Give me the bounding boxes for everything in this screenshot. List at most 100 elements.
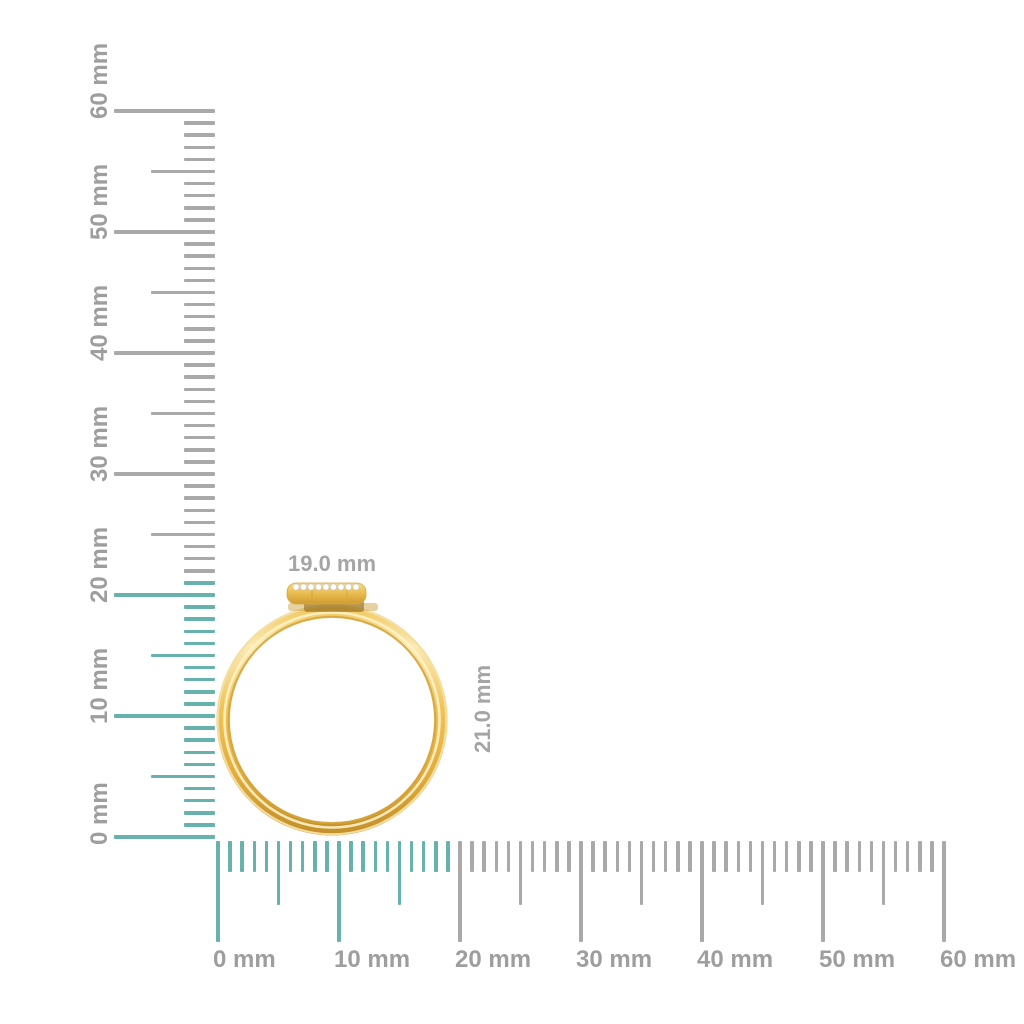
horizontal-ruler-label-50mm: 50 mm bbox=[819, 946, 896, 973]
vertical-tick-48mm bbox=[184, 254, 215, 258]
horizontal-tick-50mm bbox=[821, 841, 825, 942]
diamond-stone bbox=[300, 583, 307, 591]
vertical-tick-44mm bbox=[184, 302, 215, 307]
horizontal-ruler-label-30mm: 30 mm bbox=[576, 946, 653, 973]
vertical-tick-5mm bbox=[151, 774, 215, 779]
horizontal-tick-34mm bbox=[627, 841, 632, 872]
horizontal-tick-33mm bbox=[615, 841, 620, 872]
horizontal-tick-24mm bbox=[506, 841, 511, 872]
horizontal-tick-27mm bbox=[542, 841, 547, 872]
vertical-tick-37mm bbox=[184, 387, 215, 392]
vertical-tick-19mm bbox=[184, 605, 215, 609]
vertical-tick-25mm bbox=[151, 532, 215, 537]
horizontal-tick-32mm bbox=[603, 841, 607, 872]
diamond-stone bbox=[292, 583, 300, 591]
horizontal-tick-21mm bbox=[470, 841, 474, 872]
vertical-tick-1mm bbox=[184, 823, 215, 827]
diamond-stone bbox=[345, 583, 352, 591]
horizontal-tick-15mm bbox=[397, 841, 402, 905]
vertical-ruler-label-50mm: 50 mm bbox=[86, 163, 113, 240]
horizontal-tick-13mm bbox=[373, 841, 378, 872]
horizontal-tick-55mm bbox=[881, 841, 886, 905]
diamond-stone bbox=[307, 583, 315, 591]
horizontal-tick-8mm bbox=[313, 841, 317, 872]
vertical-tick-36mm bbox=[184, 399, 215, 404]
horizontal-tick-4mm bbox=[264, 841, 269, 872]
vertical-tick-32mm bbox=[184, 448, 215, 452]
horizontal-tick-60mm bbox=[942, 841, 946, 942]
horizontal-tick-53mm bbox=[857, 841, 862, 872]
vertical-tick-43mm bbox=[184, 314, 215, 319]
diamond-stone bbox=[315, 583, 322, 591]
vertical-tick-8mm bbox=[184, 738, 215, 742]
vertical-tick-57mm bbox=[184, 145, 215, 150]
vertical-ruler-label-30mm: 30 mm bbox=[86, 405, 113, 482]
vertical-tick-4mm bbox=[184, 786, 215, 791]
horizontal-tick-36mm bbox=[651, 841, 656, 872]
diamond-stone bbox=[352, 583, 360, 591]
ring-band bbox=[216, 604, 448, 836]
diamond-stone bbox=[322, 583, 330, 591]
vertical-tick-51mm bbox=[184, 218, 215, 222]
diamond-stone bbox=[337, 583, 345, 591]
horizontal-tick-12mm bbox=[361, 841, 365, 872]
vertical-tick-7mm bbox=[184, 750, 215, 755]
horizontal-tick-58mm bbox=[918, 841, 922, 872]
horizontal-tick-43mm bbox=[736, 841, 741, 872]
vertical-tick-21mm bbox=[184, 581, 215, 585]
horizontal-tick-23mm bbox=[494, 841, 499, 872]
vertical-tick-35mm bbox=[151, 411, 215, 416]
diamond-row bbox=[292, 583, 360, 591]
vertical-tick-42mm bbox=[184, 327, 215, 331]
vertical-tick-58mm bbox=[184, 133, 215, 137]
horizontal-tick-29mm bbox=[567, 841, 571, 872]
vertical-tick-10mm bbox=[114, 714, 215, 718]
horizontal-tick-40mm bbox=[700, 841, 704, 942]
vertical-tick-18mm bbox=[184, 617, 215, 621]
vertical-tick-2mm bbox=[184, 811, 215, 815]
diamond-stone bbox=[330, 583, 337, 591]
horizontal-tick-52mm bbox=[845, 841, 849, 872]
horizontal-ruler-label-60mm: 60 mm bbox=[940, 946, 1017, 973]
vertical-tick-27mm bbox=[184, 508, 215, 513]
vertical-tick-20mm bbox=[114, 593, 215, 597]
width-dimension-label: 19.0 mm bbox=[288, 551, 377, 576]
horizontal-ruler-label-10mm: 10 mm bbox=[334, 946, 411, 973]
horizontal-tick-47mm bbox=[784, 841, 789, 872]
vertical-tick-59mm bbox=[184, 121, 215, 125]
vertical-ruler-label-0mm: 0 mm bbox=[86, 782, 113, 845]
horizontal-tick-22mm bbox=[482, 841, 486, 872]
vertical-tick-15mm bbox=[151, 653, 215, 658]
horizontal-tick-30mm bbox=[579, 841, 583, 942]
horizontal-tick-7mm bbox=[300, 841, 305, 872]
horizontal-tick-41mm bbox=[712, 841, 716, 872]
horizontal-tick-54mm bbox=[869, 841, 874, 872]
vertical-tick-6mm bbox=[184, 762, 215, 767]
vertical-tick-11mm bbox=[184, 702, 215, 706]
vertical-tick-29mm bbox=[184, 484, 215, 488]
vertical-tick-23mm bbox=[184, 556, 215, 561]
horizontal-tick-17mm bbox=[421, 841, 426, 872]
horizontal-tick-16mm bbox=[409, 841, 414, 872]
horizontal-ruler-label-20mm: 20 mm bbox=[455, 946, 532, 973]
horizontal-tick-0mm bbox=[216, 841, 220, 942]
horizontal-tick-37mm bbox=[663, 841, 668, 872]
vertical-tick-56mm bbox=[184, 157, 215, 162]
vertical-tick-53mm bbox=[184, 193, 215, 198]
horizontal-tick-51mm bbox=[833, 841, 837, 872]
vertical-ruler-label-60mm: 60 mm bbox=[86, 42, 113, 119]
vertical-tick-16mm bbox=[184, 641, 215, 646]
vertical-tick-40mm bbox=[114, 351, 215, 355]
horizontal-tick-35mm bbox=[639, 841, 644, 905]
horizontal-tick-44mm bbox=[748, 841, 753, 872]
horizontal-tick-46mm bbox=[772, 841, 777, 872]
vertical-tick-52mm bbox=[184, 206, 215, 210]
horizontal-tick-26mm bbox=[530, 841, 535, 872]
horizontal-tick-56mm bbox=[893, 841, 898, 872]
horizontal-tick-2mm bbox=[240, 841, 244, 872]
vertical-tick-33mm bbox=[184, 435, 215, 440]
horizontal-tick-6mm bbox=[288, 841, 293, 872]
horizontal-tick-38mm bbox=[676, 841, 680, 872]
